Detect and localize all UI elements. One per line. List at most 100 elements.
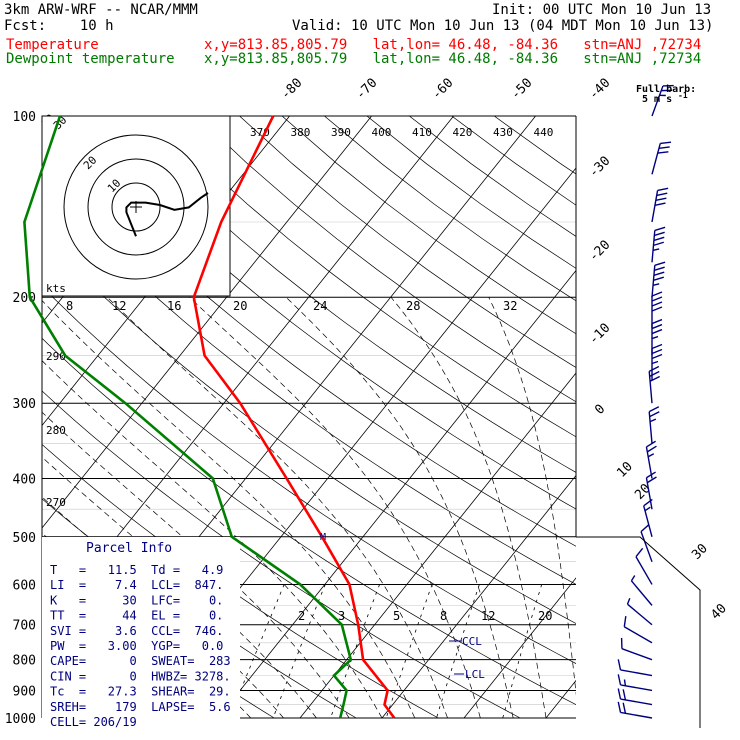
- barb-full: [651, 328, 663, 335]
- wind-barb: [643, 498, 653, 537]
- barb-staff: [648, 411, 653, 444]
- wind-barb: [651, 261, 666, 298]
- mixing-ratio-lower-label: 3: [338, 609, 345, 623]
- wind-barb: [640, 523, 653, 562]
- moist-adiabat: [488, 297, 576, 696]
- barb-full: [651, 291, 663, 297]
- theta-label: 390: [331, 126, 351, 139]
- barb-staff: [620, 669, 653, 677]
- barb-full: [651, 296, 663, 302]
- isotherm-label: -60: [429, 76, 456, 103]
- dewpoint-legend-label: Dewpoint temperature: [6, 51, 175, 67]
- barb-full: [646, 445, 657, 453]
- barb-full: [651, 353, 663, 360]
- theta-left-label: 290: [46, 350, 66, 363]
- isotherm-label: 10: [614, 459, 636, 481]
- pressure-label: 300: [13, 397, 36, 412]
- dry-adiabat: [69, 116, 576, 510]
- parcel-info-row: SVI = 3.6 CCL= 746.: [50, 624, 223, 638]
- theta-left-label: 270: [46, 496, 66, 509]
- isotherm-line: [217, 269, 576, 719]
- barb-half: [651, 360, 659, 365]
- barb-full: [622, 702, 627, 714]
- theta-label: 410: [412, 126, 432, 139]
- wind-barb: [617, 688, 653, 706]
- wind-barb: [617, 659, 653, 677]
- isotherm-label: 40: [708, 601, 730, 623]
- wind-barb: [626, 598, 653, 626]
- dry-adiabat: [42, 337, 576, 706]
- mixing-ratio-line: [436, 584, 480, 719]
- barb-full: [617, 674, 622, 686]
- barb-full: [651, 323, 663, 330]
- isotherm-line: [42, 116, 372, 529]
- barb-full: [662, 84, 674, 87]
- parcel-info-row: CIN = 0 HWBZ= 3278.: [50, 669, 231, 683]
- barb-full: [623, 616, 627, 627]
- barb-full: [643, 498, 653, 507]
- parcel-info-box: [42, 537, 240, 723]
- barb-staff: [651, 143, 661, 175]
- isotherm-label: 30: [689, 541, 711, 563]
- barb-half: [644, 506, 651, 512]
- isotherm-label: 0: [592, 402, 608, 418]
- barb-staff: [620, 711, 653, 719]
- barb-full: [649, 375, 661, 382]
- barb-full: [617, 688, 622, 700]
- barb-full: [617, 701, 622, 713]
- barb-full: [660, 141, 672, 145]
- parcel-info-row: PW = 3.00 YGP= 0.0: [50, 639, 223, 653]
- wind-barb: [651, 226, 666, 263]
- mixing-ratio-upper-label: 24: [313, 299, 327, 313]
- parcel-info-row: K = 30 LFC= 0.: [50, 593, 223, 607]
- wind-barb: [630, 575, 653, 606]
- dewpoint-profile: [23, 115, 353, 719]
- barb-full: [646, 471, 656, 479]
- mixing-ratio-lower-label: 2: [298, 609, 305, 623]
- pressure-label: 700: [13, 619, 36, 634]
- barb-half: [647, 453, 655, 458]
- barb-staff: [645, 477, 653, 510]
- wind-barb: [651, 187, 669, 223]
- hodograph-ring: [63, 134, 209, 280]
- pressure-label: 800: [13, 654, 36, 669]
- mixing-ratio-upper-label: 20: [233, 299, 247, 313]
- pressure-label: 400: [13, 472, 36, 487]
- barb-full: [655, 197, 667, 202]
- dry-adiabat: [42, 234, 576, 624]
- hodograph-ring: [111, 182, 161, 232]
- barb-full: [651, 343, 663, 350]
- theta-label: 400: [372, 126, 392, 139]
- dry-adiabat: [42, 132, 576, 547]
- barb-staff: [651, 265, 656, 298]
- mixing-ratio-upper-label: 28: [406, 299, 420, 313]
- moist-adiabat: [42, 300, 416, 719]
- pressure-label: 500: [13, 531, 36, 546]
- moist-adiabat: [106, 296, 448, 719]
- mixing-ratio-upper-label: 8: [66, 299, 73, 313]
- isotherm-line: [710, 116, 740, 718]
- ccl-label: CCL: [462, 635, 482, 648]
- mixing-ratio-upper-label: 12: [112, 299, 126, 313]
- moist-adiabat: [285, 296, 514, 719]
- barb-full: [653, 276, 664, 281]
- mixing-ratio-lower-label: 20: [538, 609, 552, 623]
- wind-barb: [648, 406, 660, 444]
- hodograph-ring: [87, 158, 185, 256]
- barb-full: [648, 365, 660, 372]
- barb-legend-value: 5 m s: [642, 94, 672, 105]
- barb-full: [654, 266, 665, 271]
- barb-staff: [621, 648, 653, 661]
- wind-barb: [651, 84, 674, 117]
- dry-adiabat: [281, 116, 576, 335]
- barb-staff: [640, 531, 653, 562]
- barb-full: [654, 226, 666, 232]
- valid-time: Valid: 10 UTC Mon 10 Jun 13 (04 MDT Mon …: [292, 18, 714, 34]
- barb-full: [649, 370, 660, 377]
- barb-half: [659, 94, 666, 97]
- barb-staff: [651, 230, 656, 263]
- barb-full: [617, 659, 622, 671]
- parcel-info-row: CELL= 206/19: [50, 715, 137, 729]
- dry-adiabat: [42, 183, 576, 585]
- temperature-profile: [192, 115, 396, 719]
